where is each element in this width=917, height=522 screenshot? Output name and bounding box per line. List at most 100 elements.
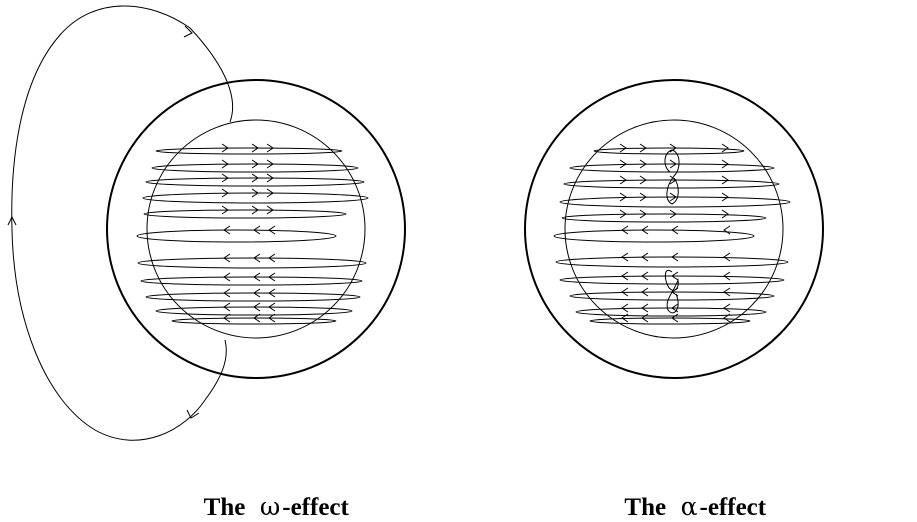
- arrow-right-icon: [251, 205, 259, 215]
- field-line-loop: [559, 275, 785, 285]
- omega-effect-panel: [7, 5, 406, 441]
- arrow-left-icon: [723, 271, 731, 281]
- field-line-loop: [569, 163, 775, 173]
- arrow-right-icon: [721, 159, 729, 169]
- arrow-right-icon: [251, 143, 259, 153]
- arrow-left-icon: [268, 272, 276, 282]
- arrow-left-icon: [253, 225, 261, 235]
- arrow-right-icon: [619, 143, 627, 153]
- arrow-right-icon: [221, 143, 229, 153]
- field-line-loop: [569, 291, 775, 301]
- arrow-left-icon: [253, 288, 261, 298]
- arrow-right-icon: [619, 192, 627, 202]
- arrow-left-icon: [268, 253, 276, 263]
- arrow-left-icon: [268, 302, 276, 312]
- field-line-loop: [136, 229, 337, 243]
- arrow-left-icon: [253, 253, 261, 263]
- arrow-left-icon: [621, 313, 629, 323]
- field-line-loop: [140, 276, 363, 286]
- arrow-right-icon: [721, 209, 729, 219]
- arrow-right-icon: [721, 192, 729, 202]
- alpha-effect-panel: [524, 79, 824, 379]
- arrow-left-icon: [641, 225, 649, 235]
- arrow-right-icon: [669, 143, 677, 153]
- arrow-left-icon: [641, 313, 649, 323]
- twisted-loop-north: [664, 149, 680, 205]
- field-line-loop: [137, 257, 367, 269]
- arrow-right-icon: [669, 192, 677, 202]
- arrow-right-icon: [639, 175, 647, 185]
- arrow-right-icon: [669, 209, 677, 219]
- arrow-right-icon: [669, 175, 677, 185]
- arrow-left-icon: [621, 225, 629, 235]
- field-line-loop: [143, 209, 347, 219]
- alpha-caption: The α-effect: [612, 464, 766, 522]
- arrow-left-icon: [253, 302, 261, 312]
- alpha-caption-word: The: [624, 494, 667, 521]
- arrow-right-icon: [619, 175, 627, 185]
- arrow-left-icon: [671, 252, 679, 262]
- arrow-left-icon: [621, 252, 629, 262]
- arrow-right-icon: [639, 192, 647, 202]
- alpha-caption-rest: -effect: [699, 494, 767, 521]
- arrow-left-icon: [268, 313, 276, 323]
- field-line-loop: [559, 196, 791, 208]
- arrow-left-icon: [621, 287, 629, 297]
- loop-arrow-top: [183, 25, 193, 38]
- arrow-left-icon: [671, 313, 679, 323]
- arrow-left-icon: [268, 288, 276, 298]
- arrow-left-icon: [253, 272, 261, 282]
- arrow-right-icon: [221, 173, 229, 183]
- field-line-loop: [151, 163, 359, 173]
- arrow-left-icon: [253, 313, 261, 323]
- field-line-loop: [553, 229, 755, 243]
- arrow-left-icon: [723, 252, 731, 262]
- arrow-left-icon: [723, 303, 731, 313]
- field-line-loop: [155, 147, 343, 155]
- field-line-loop: [563, 179, 780, 189]
- omega-caption-word: The: [203, 494, 246, 521]
- arrow-left-icon: [723, 225, 731, 235]
- arrow-right-icon: [221, 188, 229, 198]
- arrow-right-icon: [669, 159, 677, 169]
- inner-core: [146, 119, 366, 339]
- outer-sphere: [524, 79, 824, 379]
- arrow-right-icon: [721, 175, 729, 185]
- arrow-left-icon: [223, 313, 231, 323]
- field-line-loop: [575, 307, 767, 317]
- field-line-loop: [171, 317, 337, 325]
- field-line-loop: [555, 256, 789, 268]
- arrow-left-icon: [223, 288, 231, 298]
- arrow-right-icon: [221, 205, 229, 215]
- field-line-loop: [589, 317, 751, 325]
- arrow-right-icon: [639, 143, 647, 153]
- field-line-loop: [145, 177, 365, 187]
- arrow-right-icon: [266, 188, 274, 198]
- toroidal-field-lines: [553, 143, 791, 325]
- loop-arrow-bottom: [186, 409, 200, 419]
- arrow-left-icon: [223, 272, 231, 282]
- arrow-right-icon: [639, 209, 647, 219]
- arrow-right-icon: [639, 159, 647, 169]
- arrow-right-icon: [266, 173, 274, 183]
- arrow-left-icon: [223, 225, 231, 235]
- arrow-right-icon: [266, 159, 274, 169]
- outer-sphere: [106, 79, 406, 379]
- arrow-right-icon: [251, 188, 259, 198]
- arrow-right-icon: [266, 205, 274, 215]
- field-line-loop: [561, 213, 767, 223]
- arrow-right-icon: [619, 159, 627, 169]
- arrow-left-icon: [621, 271, 629, 281]
- arrow-left-icon: [641, 252, 649, 262]
- arrow-left-icon: [641, 271, 649, 281]
- omega-caption-rest: -effect: [282, 494, 349, 521]
- arrow-left-icon: [671, 271, 679, 281]
- field-line-loop: [142, 192, 369, 204]
- arrow-left-icon: [223, 253, 231, 263]
- arrow-left-icon: [641, 303, 649, 313]
- arrow-right-icon: [619, 209, 627, 219]
- arrow-left-icon: [621, 303, 629, 313]
- arrow-left-icon: [223, 302, 231, 312]
- twisted-loop-south: [664, 270, 679, 314]
- arrow-right-icon: [221, 159, 229, 169]
